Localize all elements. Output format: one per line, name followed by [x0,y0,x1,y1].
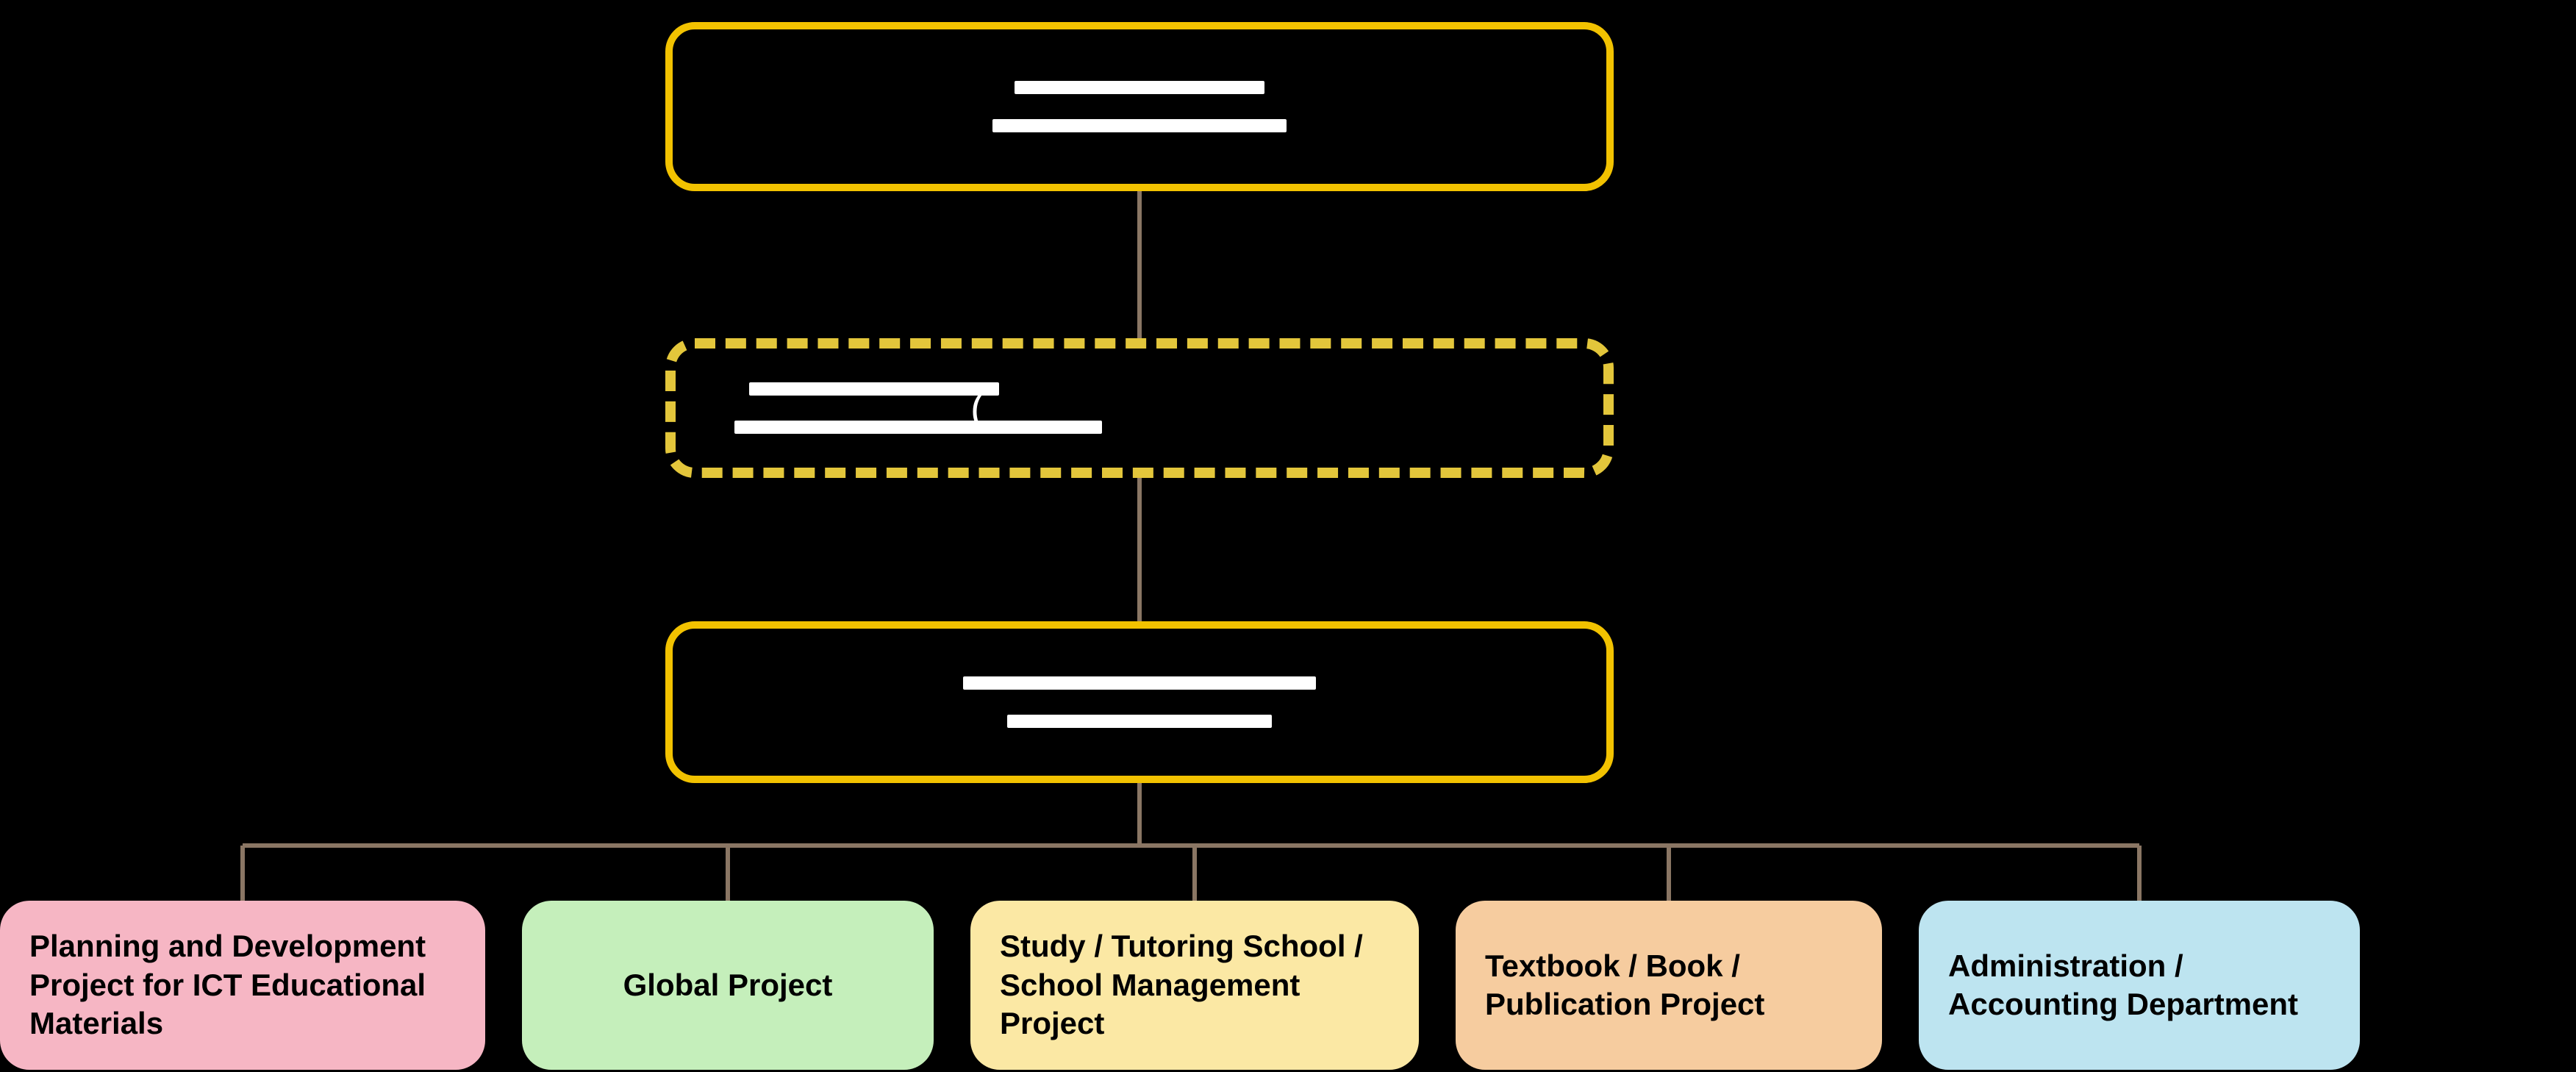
top-node-1-bar-1 [1015,81,1264,94]
top-node-2-bar-2 [734,421,1102,434]
top-node-1 [665,22,1614,191]
leaf-4-label: Textbook / Book / Publication Project [1485,947,1764,1024]
top-node-2-bar-1 [749,382,999,396]
top-node-1-bar-2 [992,119,1287,132]
top-node-3 [665,621,1614,783]
leaf-5: Administration / Accounting Department [1919,901,2360,1070]
top-node-3-bar-2 [1007,715,1272,728]
leaf-4: Textbook / Book / Publication Project [1456,901,1882,1070]
leaf-5-label: Administration / Accounting Department [1948,947,2330,1024]
leaf-2: Global Project [522,901,934,1070]
leaf-1: Planning and Development Project for ICT… [0,901,485,1070]
leaf-2-label: Global Project [623,966,833,1005]
top-node-2: ( [665,338,1614,478]
top-node-3-bar-1 [963,676,1316,690]
leaf-3: Study / Tutoring School / School Managem… [970,901,1419,1070]
leaf-3-label: Study / Tutoring School / School Managem… [1000,927,1389,1043]
leaf-1-label: Planning and Development Project for ICT… [29,927,456,1043]
org-chart-canvas: ( Planning and Development Project for IC… [0,0,2576,1072]
